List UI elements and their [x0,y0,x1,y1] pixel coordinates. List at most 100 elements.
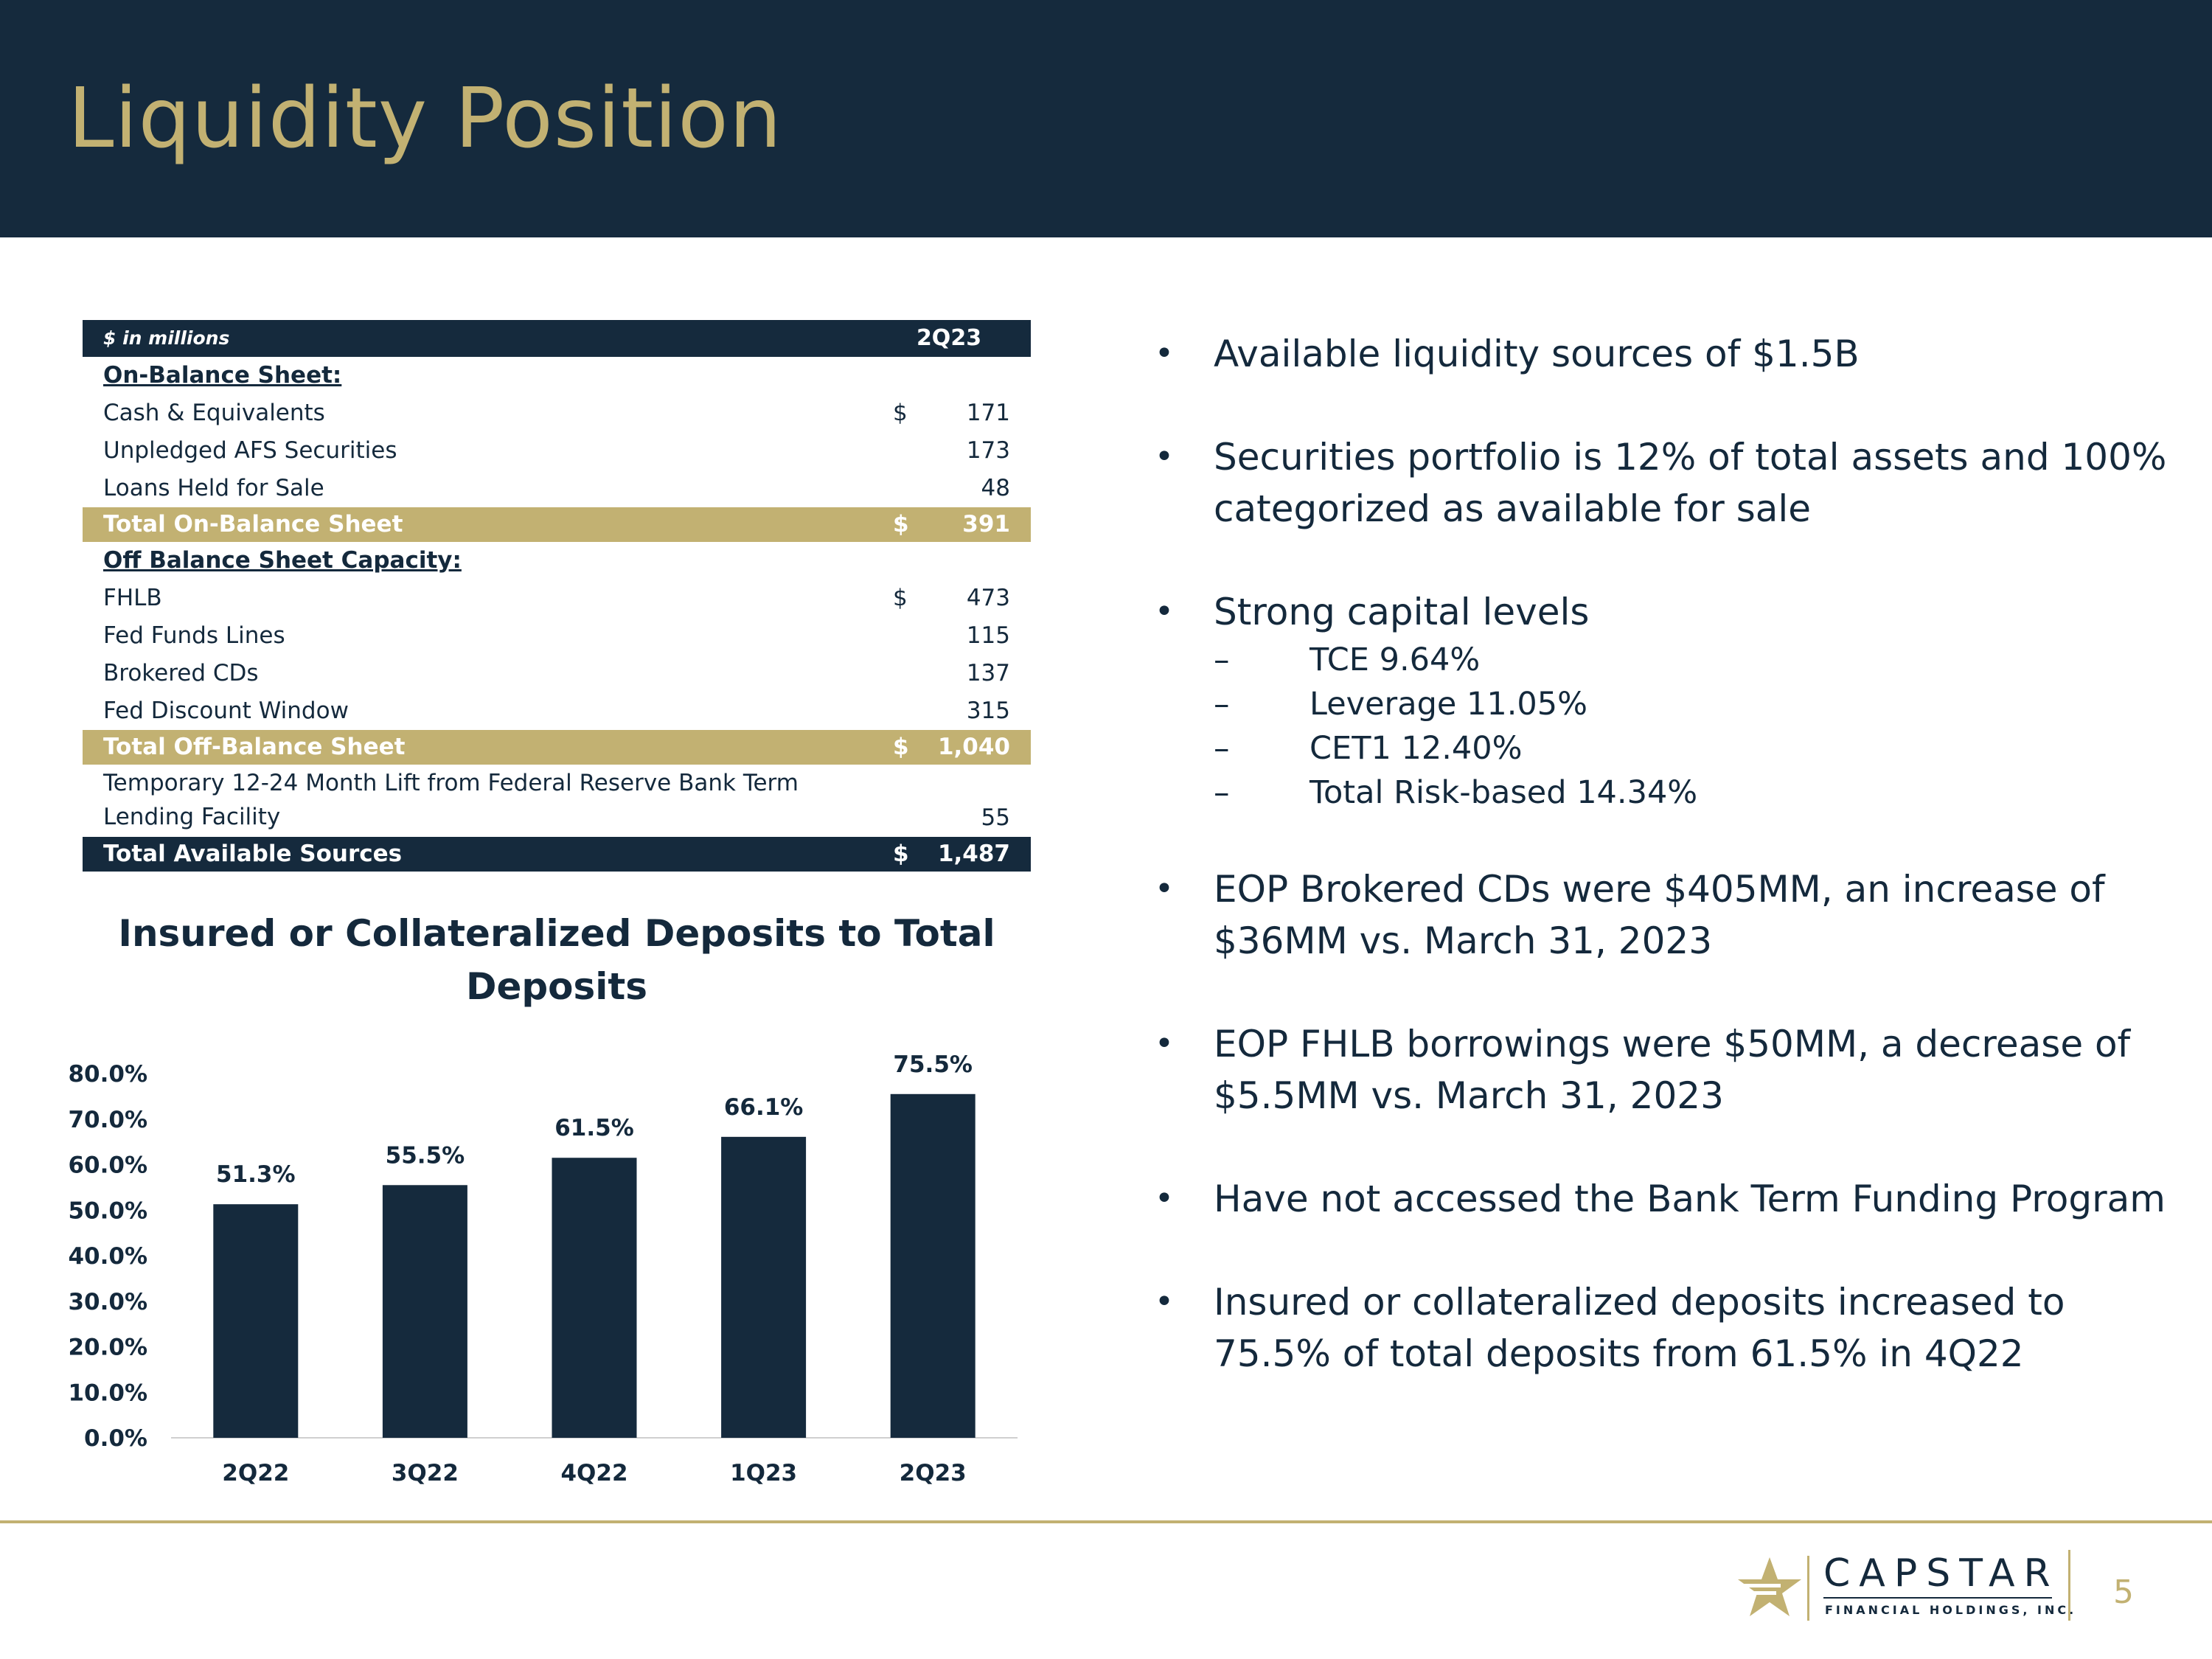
table-row: Brokered CDs 137 [83,655,1031,692]
bullet-text: Available liquidity sources of $1.5B [1214,333,1860,375]
bullet-item: • Have not accessed the Bank Term Fundin… [1150,1173,2183,1225]
bullet-text: Have not accessed the Bank Term Funding … [1214,1178,2166,1220]
row-value: 315 [966,698,1010,724]
row-value: 48 [981,475,1010,501]
bullet-icon: • [1155,335,1174,372]
table-row: Unpledged AFS Securities 173 [83,432,1031,470]
page-number: 5 [2113,1573,2134,1611]
bullet-text: Insured or collateralized deposits incre… [1214,1281,2065,1375]
x-tick-label: 4Q22 [560,1460,627,1486]
table-row: Temporary 12-24 Month Lift from Federal … [83,765,1031,837]
total-row-available: Total Available Sources $ 1,487 [83,837,1031,872]
y-tick-label: 80.0% [68,1061,147,1088]
currency-symbol: $ [893,400,908,426]
bullet-text: Strong capital levels [1214,591,1590,633]
star-logo-icon [1736,1557,1801,1616]
sub-text: Total Risk-based 14.34% [1310,774,1698,811]
currency-symbol: $ [893,511,909,538]
row-value: 137 [966,660,1010,686]
bullet-text: Securities portfolio is 12% of total ass… [1214,436,2167,530]
row-label: Total On-Balance Sheet [103,511,403,538]
sub-text: TCE 9.64% [1310,641,1481,678]
sub-text: CET1 12.40% [1310,730,1523,767]
data-label: 51.3% [216,1161,296,1188]
total-row-off-balance: Total Off-Balance Sheet $ 1,040 [83,730,1031,765]
row-value: 173 [966,437,1010,464]
row-label: Off Balance Sheet Capacity: [103,547,462,574]
bar-4q22 [552,1158,637,1438]
bullet-icon: • [1155,1180,1174,1217]
bar-2q22 [213,1204,299,1438]
row-value: 55 [981,804,1010,831]
y-tick-label: 20.0% [68,1335,147,1361]
sub-item: – CET1 12.40% [1214,726,2183,771]
row-value: 1,040 [937,734,1010,760]
row-value: 1,487 [937,841,1010,867]
bullet-item: • Available liquidity sources of $1.5B [1150,328,2183,380]
row-label: On-Balance Sheet: [103,362,342,389]
row-label: Fed Funds Lines [103,622,285,649]
footer-divider [0,1520,2212,1523]
x-tick-label: 1Q23 [730,1460,797,1486]
sub-item: – Total Risk-based 14.34% [1214,771,2183,815]
x-tick-label: 3Q22 [392,1460,459,1486]
capstar-logo: CAPSTAR FINANCIAL HOLDINGS, INC. [1736,1550,2083,1624]
row-label: Temporary 12-24 Month Lift from Federal … [103,770,799,830]
bullet-item: • Securities portfolio is 12% of total a… [1150,431,2183,535]
logo-divider [2068,1550,2070,1621]
unit-label: $ in millions [103,327,230,349]
table-row: Loans Held for Sale 48 [83,470,1031,507]
row-label: Total Available Sources [103,841,403,867]
bullet-icon: • [1155,593,1174,630]
bar-2q23 [890,1093,975,1438]
row-label: Loans Held for Sale [103,475,324,501]
title-banner: Liquidity Position [0,0,2212,237]
bullet-icon: • [1155,438,1174,476]
row-label: Cash & Equivalents [103,400,325,426]
bar-1q23 [721,1136,807,1438]
row-value: 473 [966,585,1010,611]
x-tick-label: 2Q23 [900,1460,967,1486]
section-row-on-balance: On-Balance Sheet: [83,357,1031,394]
data-label: 55.5% [386,1142,465,1169]
y-tick-label: 40.0% [68,1243,147,1270]
bullet-icon: • [1155,1025,1174,1062]
bullet-text: EOP FHLB borrowings were $50MM, a decrea… [1214,1023,2131,1117]
bullet-item: • Strong capital levels – TCE 9.64% – Leve… [1150,586,2183,815]
y-tick-label: 70.0% [68,1107,147,1133]
key-points-list: • Available liquidity sources of $1.5B •… [1150,328,2183,1380]
row-label: Fed Discount Window [103,698,349,724]
bullet-icon: • [1155,1283,1174,1321]
table-row: Fed Funds Lines 115 [83,617,1031,655]
bullet-item: • EOP FHLB borrowings were $50MM, a decr… [1150,1018,2183,1121]
row-label: Unpledged AFS Securities [103,437,397,464]
table-header-row: $ in millions 2Q23 [83,320,1031,357]
x-tick-label: 2Q22 [222,1460,289,1486]
y-tick-label: 60.0% [68,1152,147,1179]
data-label: 75.5% [893,1051,973,1078]
y-tick-label: 0.0% [84,1425,147,1452]
row-value: 171 [966,400,1010,426]
y-tick-label: 50.0% [68,1197,147,1224]
bullet-text: EOP Brokered CDs were $405MM, an increas… [1214,868,2105,962]
data-label: 66.1% [724,1094,804,1121]
logo-rule [1823,1597,2052,1599]
period-header: 2Q23 [916,325,982,351]
bullet-item: • Insured or collateralized deposits inc… [1150,1276,2183,1380]
logo-wordmark: CAPSTAR [1823,1551,2059,1596]
bullet-item: • EOP Brokered CDs were $405MM, an incre… [1150,863,2183,967]
dash-icon: – [1214,686,1230,723]
row-value: 115 [966,622,1010,649]
table-row: Fed Discount Window 315 [83,692,1031,730]
capital-levels-sublist: – TCE 9.64% – Leverage 11.05% – CET1 12.40%… [1214,638,2183,815]
bullet-icon: • [1155,870,1174,908]
dash-icon: – [1214,730,1230,767]
page-title: Liquidity Position [68,71,782,167]
currency-symbol: $ [893,841,909,867]
row-label: Brokered CDs [103,660,259,686]
sub-item: – Leverage 11.05% [1214,682,2183,726]
y-tick-label: 10.0% [68,1380,147,1406]
section-row-off-balance: Off Balance Sheet Capacity: [83,542,1031,580]
logo-divider [1807,1556,1809,1621]
